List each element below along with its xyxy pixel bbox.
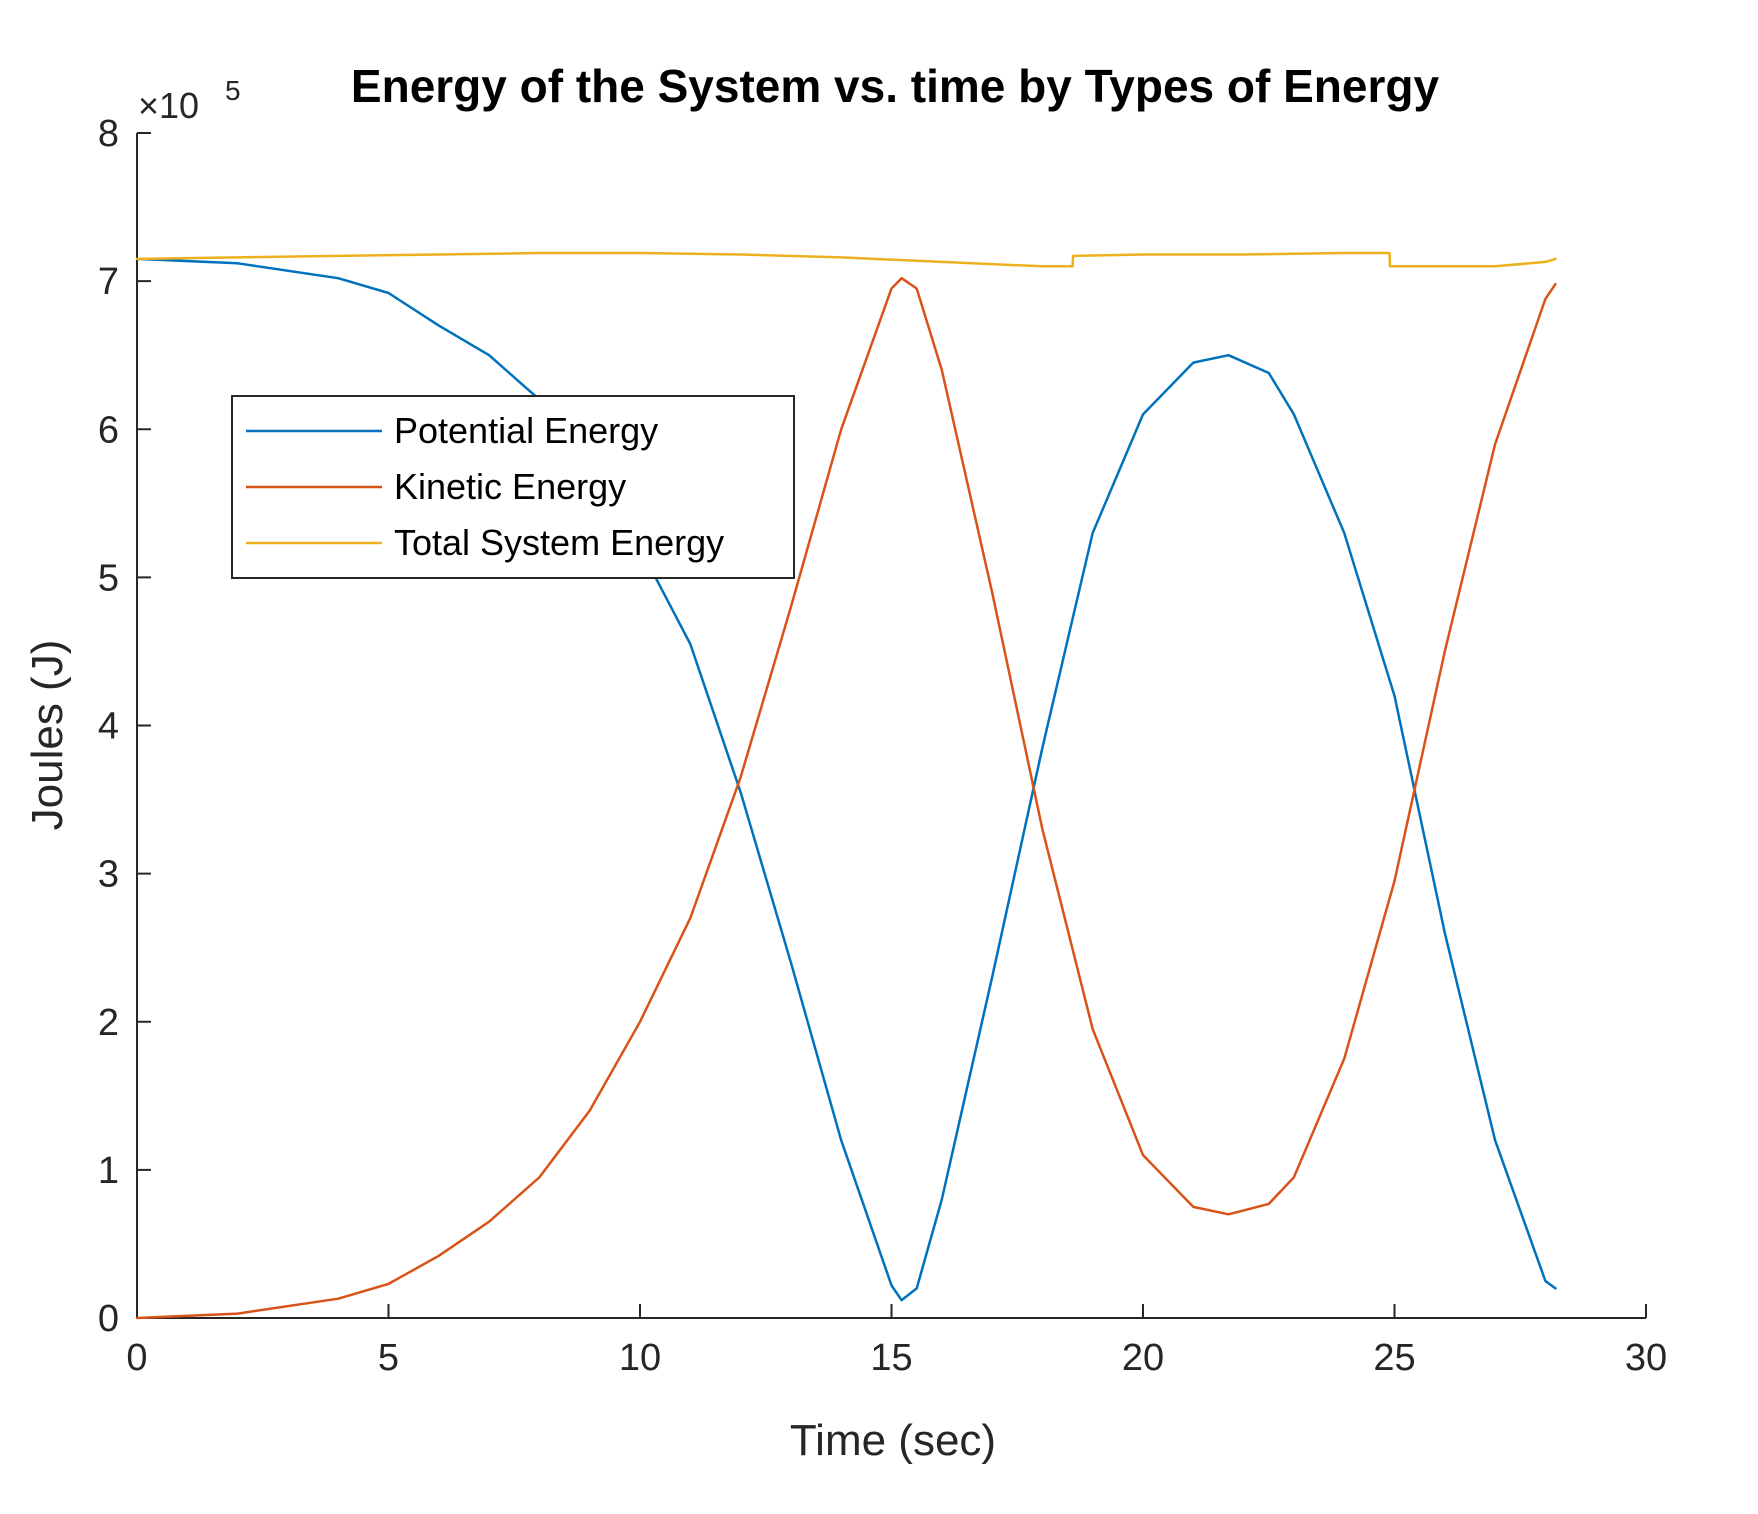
y-axis-label: Joules (J)	[23, 640, 72, 831]
y-tick-label: 0	[98, 1298, 119, 1340]
y-tick-label: 1	[98, 1150, 119, 1192]
y-tick-label: 8	[98, 113, 119, 155]
y-tick-label: 3	[98, 854, 119, 896]
series-line-total-system-energy	[135, 251, 1557, 268]
chart-title: Energy of the System vs. time by Types o…	[351, 60, 1440, 112]
legend-entry-label: Total System Energy	[394, 522, 724, 563]
x-axis-label: Time (sec)	[790, 1416, 996, 1465]
y-axis-multiplier: ×10 5	[138, 75, 241, 126]
x-tick-label: 5	[378, 1337, 399, 1379]
x-tick-label: 25	[1373, 1337, 1415, 1379]
x-tick-label: 30	[1625, 1337, 1667, 1379]
x-tick-label: 15	[870, 1337, 912, 1379]
x-tick-label: 0	[126, 1337, 147, 1379]
legend: Potential Energy Kinetic Energy Total Syst…	[231, 395, 795, 579]
x-tick-label: 20	[1122, 1337, 1164, 1379]
x-tick-label: 10	[619, 1337, 661, 1379]
y-multiplier-exponent: 5	[225, 75, 241, 106]
y-tick-label: 4	[98, 706, 119, 748]
y-tick-label: 6	[98, 409, 119, 451]
legend-entry-label: Kinetic Energy	[394, 466, 626, 507]
y-tick-label: 5	[98, 557, 119, 599]
legend-entry-label: Potential Energy	[394, 410, 658, 451]
plot-lines	[135, 251, 1557, 1320]
axes: 0 5 10 15 20 25 30 0 1 2 3 4 5 6 7 8	[98, 113, 1667, 1379]
y-multiplier-base: ×10	[138, 85, 199, 126]
y-tick-label: 2	[98, 1002, 119, 1044]
series-line-kinetic-energy	[135, 276, 1557, 1320]
series-line-potential-energy	[135, 257, 1557, 1302]
y-tick-label: 7	[98, 261, 119, 303]
